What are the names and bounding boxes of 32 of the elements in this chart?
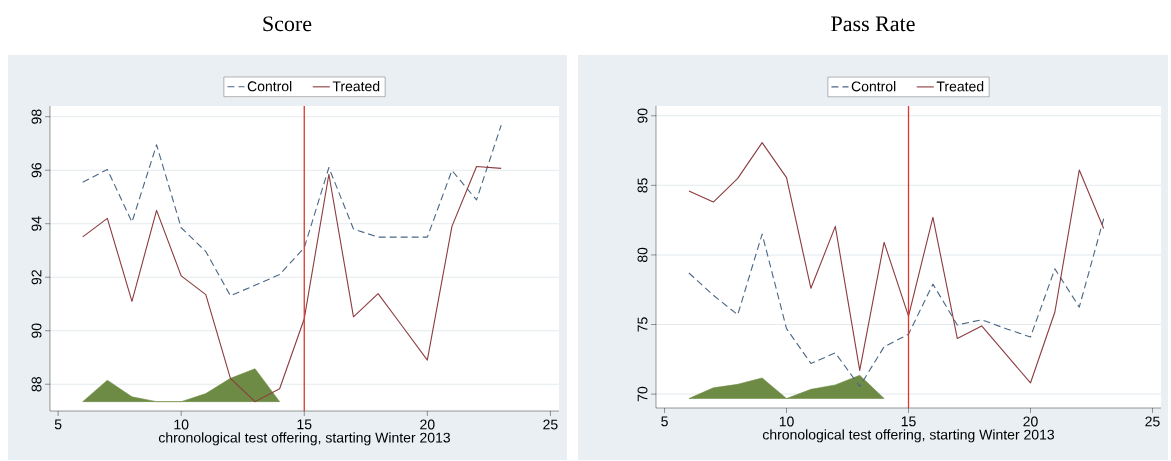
x-axis-title: chronological test offering, starting Winter 2013 xyxy=(762,429,1055,443)
line-series xyxy=(82,165,502,403)
x-tick-label: 20 xyxy=(420,419,435,430)
x-tick-label: 5 xyxy=(54,419,62,430)
y-tick-label: 85 xyxy=(637,178,648,193)
y-tick-label: 70 xyxy=(637,386,648,402)
line-series xyxy=(688,142,1105,384)
x-tick-label: 15 xyxy=(297,419,312,430)
x-axis-title: chronological test offering, starting Winter 2013 xyxy=(158,432,451,446)
y-tick-label: 98 xyxy=(31,109,42,124)
x-tick-label: 10 xyxy=(174,419,189,430)
y-tick-label: 90 xyxy=(637,108,648,123)
legend-label: Control xyxy=(247,81,292,92)
x-tick-label: 15 xyxy=(901,416,916,427)
legend-label: Treated xyxy=(936,81,984,92)
x-tick-label: 25 xyxy=(543,419,558,430)
y-tick-label: 80 xyxy=(637,247,648,263)
x-tick-label: 10 xyxy=(779,416,794,427)
x-tick-label: 5 xyxy=(661,416,668,427)
x-tick-label: 20 xyxy=(1023,416,1038,427)
chart-title: Score xyxy=(263,16,312,32)
y-tick-label: 94 xyxy=(31,216,42,231)
line-series xyxy=(688,218,1105,387)
y-tick-label: 88 xyxy=(31,377,42,392)
y-tick-label: 75 xyxy=(637,317,648,332)
y-tick-label: 92 xyxy=(31,270,42,285)
x-tick-label: 25 xyxy=(1145,416,1160,427)
legend-label: Control xyxy=(851,81,896,92)
chart-title: Pass Rate xyxy=(831,16,915,32)
legend-label: Treated xyxy=(332,81,380,92)
y-tick-label: 90 xyxy=(31,323,42,338)
y-tick-label: 96 xyxy=(31,163,42,178)
